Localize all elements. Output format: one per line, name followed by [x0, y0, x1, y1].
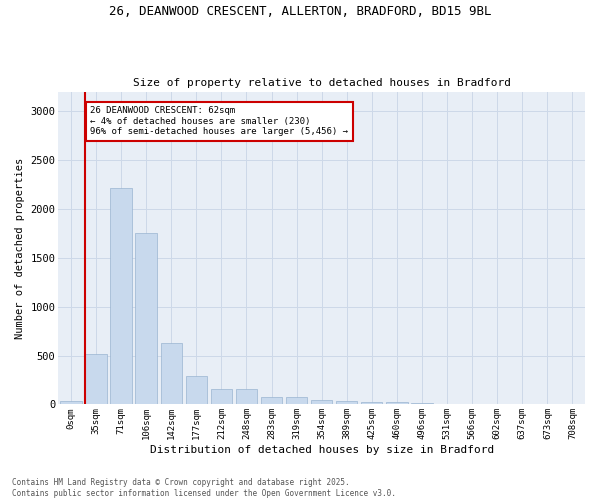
Text: 26 DEANWOOD CRESCENT: 62sqm
← 4% of detached houses are smaller (230)
96% of sem: 26 DEANWOOD CRESCENT: 62sqm ← 4% of deta… — [91, 106, 349, 136]
Y-axis label: Number of detached properties: Number of detached properties — [15, 158, 25, 338]
Bar — [185, 376, 207, 404]
Bar — [361, 402, 382, 404]
Bar — [336, 402, 358, 404]
Bar — [60, 402, 82, 404]
Bar — [211, 390, 232, 404]
Title: Size of property relative to detached houses in Bradford: Size of property relative to detached ho… — [133, 78, 511, 88]
Bar — [311, 400, 332, 404]
X-axis label: Distribution of detached houses by size in Bradford: Distribution of detached houses by size … — [149, 445, 494, 455]
Text: Contains HM Land Registry data © Crown copyright and database right 2025.
Contai: Contains HM Land Registry data © Crown c… — [12, 478, 396, 498]
Bar — [386, 402, 407, 404]
Bar — [85, 354, 107, 405]
Bar — [236, 390, 257, 404]
Bar — [161, 343, 182, 404]
Bar — [110, 188, 131, 404]
Bar — [261, 396, 282, 404]
Text: 26, DEANWOOD CRESCENT, ALLERTON, BRADFORD, BD15 9BL: 26, DEANWOOD CRESCENT, ALLERTON, BRADFOR… — [109, 5, 491, 18]
Bar — [286, 397, 307, 404]
Bar — [136, 234, 157, 404]
